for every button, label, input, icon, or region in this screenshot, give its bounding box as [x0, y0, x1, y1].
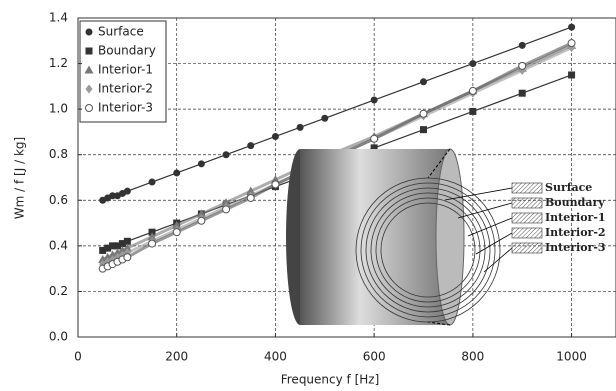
x-tick-label: 200 — [165, 350, 188, 364]
point — [149, 240, 156, 247]
annotation: Interior-2 — [545, 226, 606, 239]
annotation: Surface — [545, 181, 592, 194]
x-tick-label: 600 — [363, 350, 386, 364]
y-tick-label: 0.0 — [49, 330, 68, 344]
point — [223, 206, 230, 213]
point — [124, 254, 131, 261]
inset-diagram: Surface Boundary Interior-1 Interior-2 Inter… — [286, 149, 606, 325]
point — [371, 135, 378, 142]
hatch-swatch — [512, 213, 542, 223]
point — [420, 78, 427, 85]
hatch-swatch — [512, 183, 542, 193]
point — [519, 42, 526, 49]
annotation: Interior-1 — [545, 211, 606, 224]
point — [519, 62, 526, 69]
annotation: Boundary — [545, 196, 605, 209]
legend-marker — [86, 48, 93, 55]
x-axis-label: Frequency f [Hz] — [281, 373, 380, 387]
leader-line — [476, 233, 512, 254]
point — [568, 24, 575, 31]
legend-marker — [86, 105, 93, 112]
y-tick-label: 1.2 — [49, 56, 68, 70]
hatch-swatch — [512, 243, 542, 253]
cylinder-face — [436, 149, 464, 325]
point — [420, 110, 427, 117]
point — [272, 133, 279, 140]
legend-label: Boundary — [98, 44, 156, 58]
point — [568, 40, 575, 47]
point — [321, 115, 328, 122]
point — [519, 90, 526, 97]
point — [568, 71, 575, 78]
legend-label: Interior-1 — [98, 63, 153, 77]
point — [173, 169, 180, 176]
point — [469, 87, 476, 94]
legend-label: Interior-3 — [98, 101, 153, 115]
point — [173, 229, 180, 236]
chart: Frequency f [Hz] Wm / f [J / kg] 0.0 0.2 0… — [0, 0, 616, 387]
legend-label: Surface — [98, 25, 144, 39]
point — [124, 188, 131, 195]
y-tick-label: 0.4 — [49, 238, 68, 252]
y-tick-label: 0.2 — [49, 284, 68, 298]
hatch-swatch — [512, 198, 542, 208]
point — [223, 151, 230, 158]
legend-marker — [86, 29, 93, 36]
y-tick-label: 0.8 — [49, 147, 68, 161]
annotation: Interior-3 — [545, 241, 606, 254]
point — [371, 97, 378, 104]
y-axis-label: Wm / f [J / kg] — [13, 137, 27, 219]
x-tick-label: 400 — [264, 350, 287, 364]
point — [469, 108, 476, 115]
x-tick-label: 1000 — [556, 350, 587, 364]
leader-line — [458, 203, 512, 218]
y-tick-label: 1.4 — [49, 11, 68, 25]
point — [198, 217, 205, 224]
point — [272, 181, 279, 188]
point — [198, 160, 205, 167]
x-tick-label: 800 — [461, 350, 484, 364]
point — [247, 195, 254, 202]
legend-label: Interior-2 — [98, 82, 153, 96]
y-tick-label: 0.6 — [49, 193, 68, 207]
point — [469, 60, 476, 67]
point — [297, 124, 304, 131]
y-tick-label: 1.0 — [49, 102, 68, 116]
hatch-swatch — [512, 228, 542, 238]
point — [420, 126, 427, 133]
x-tick-label: 0 — [74, 350, 82, 364]
point — [149, 179, 156, 186]
point — [247, 142, 254, 149]
